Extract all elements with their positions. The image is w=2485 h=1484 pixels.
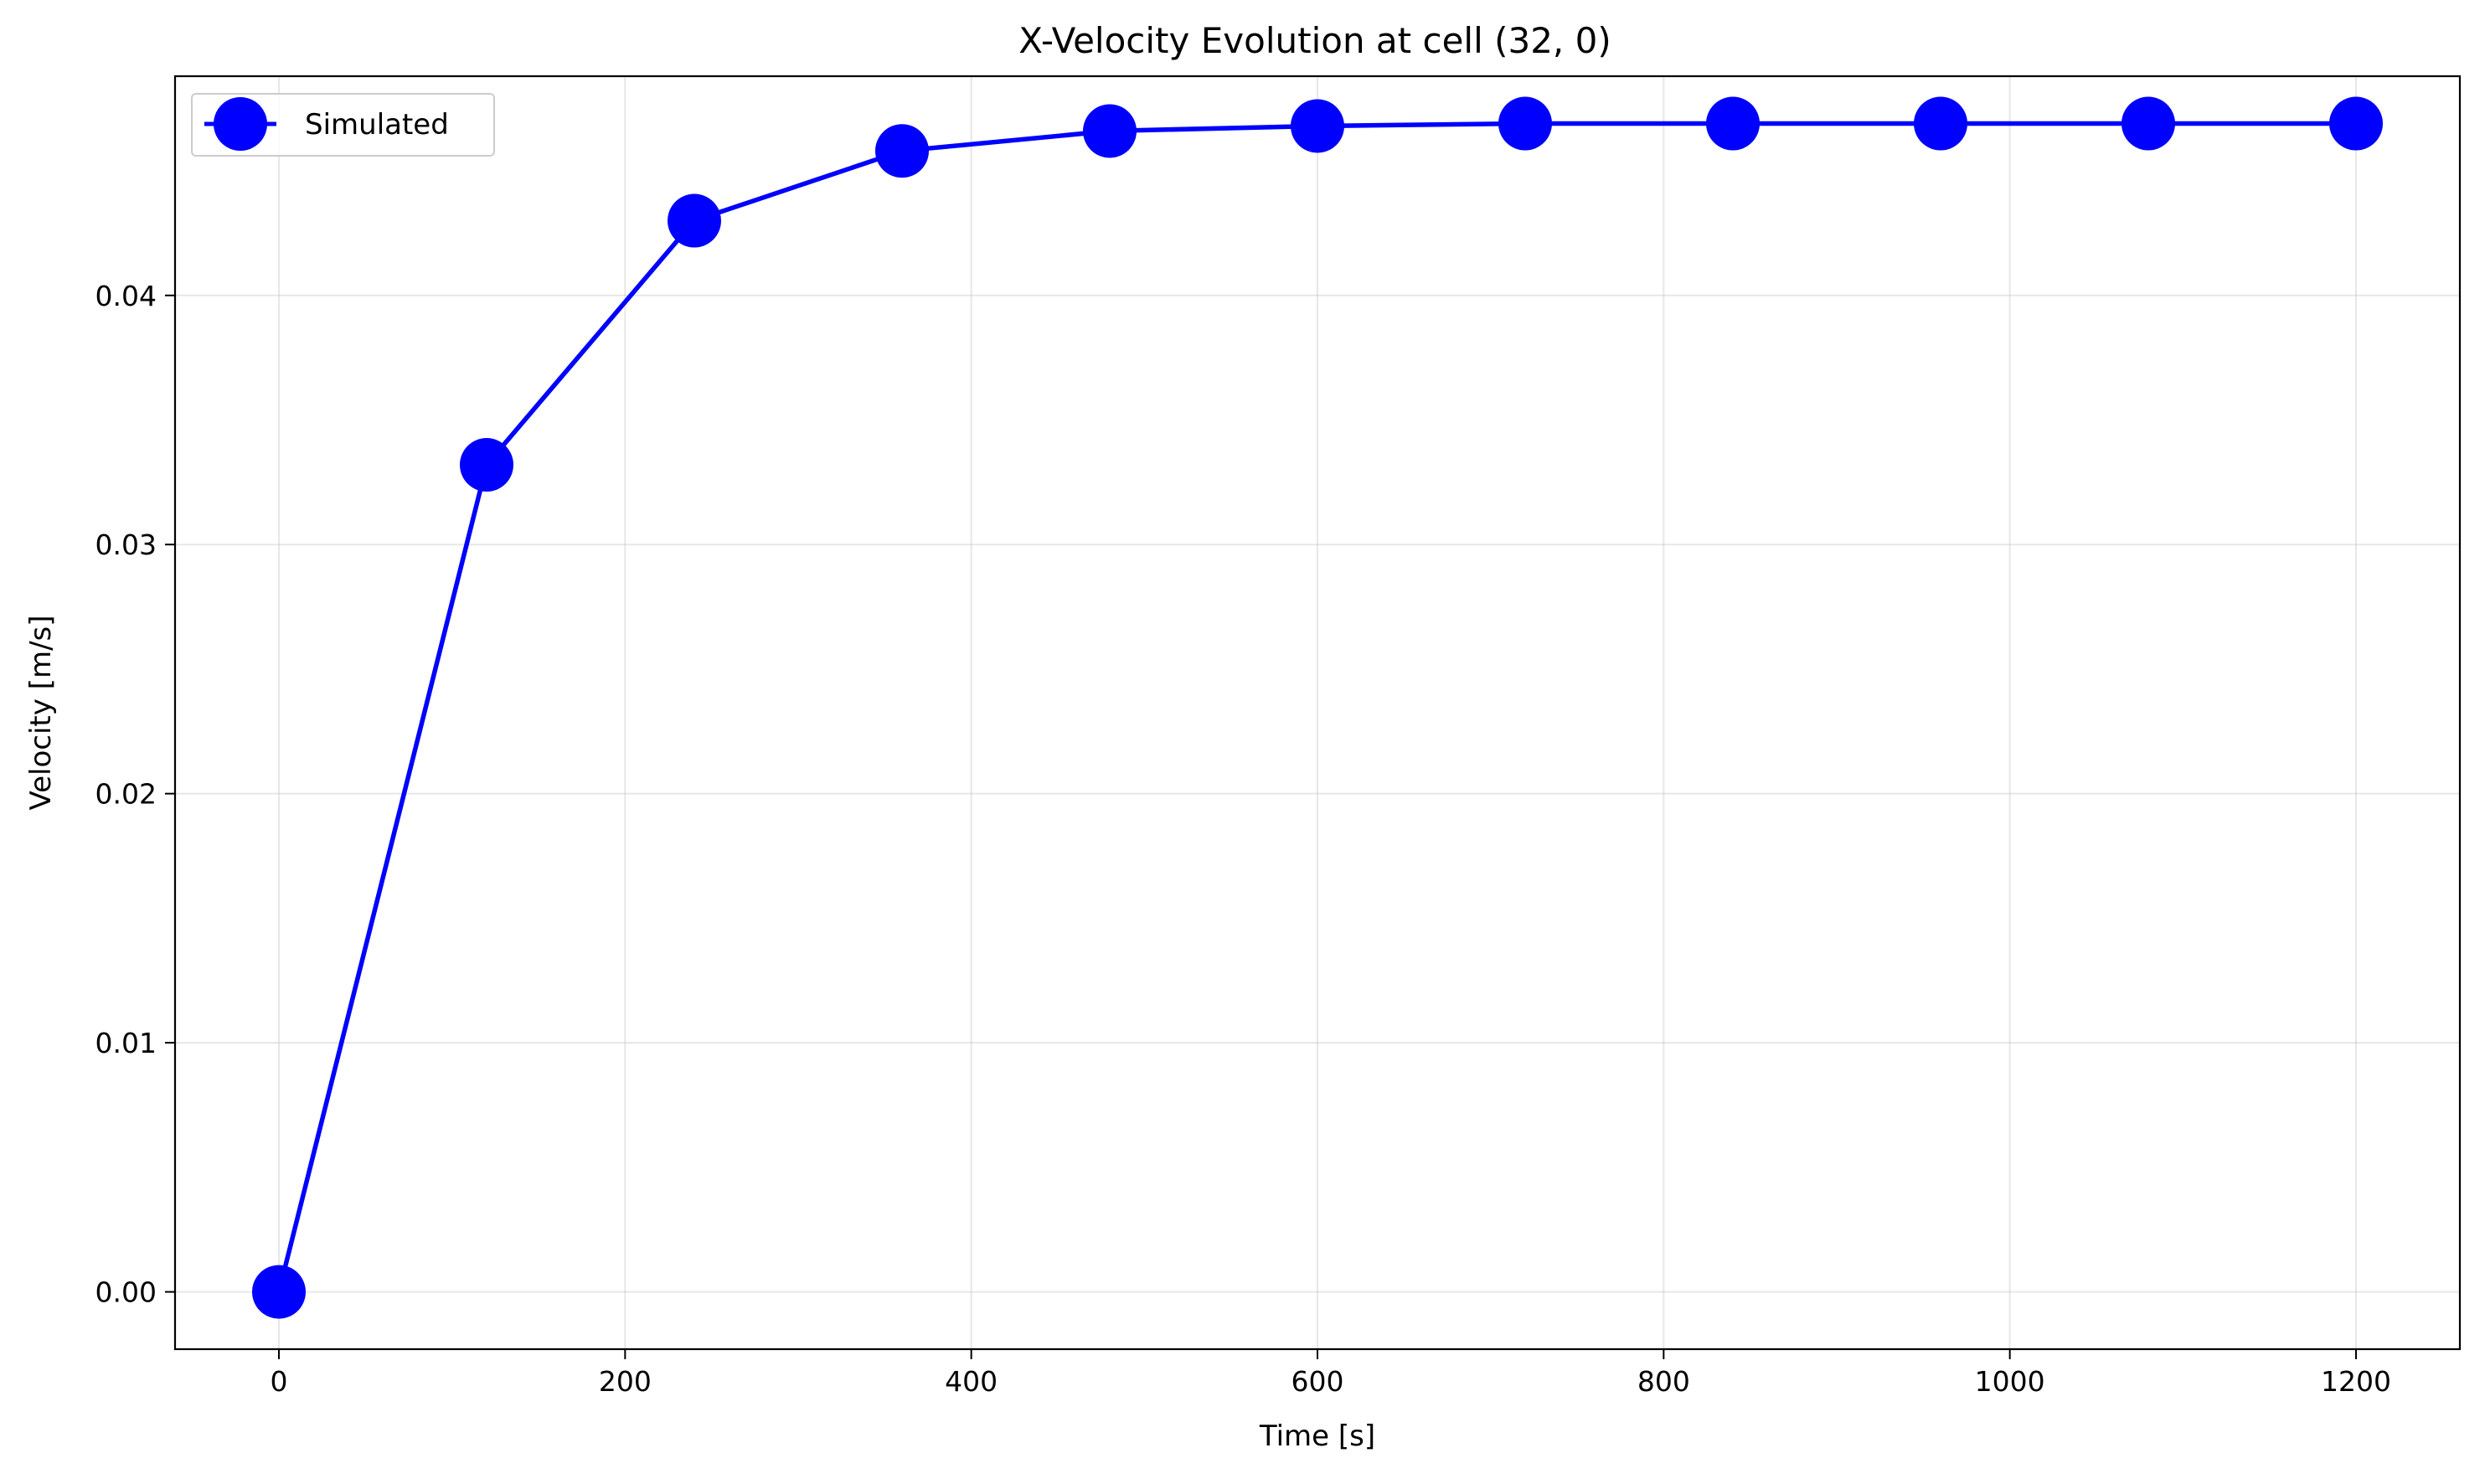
series-layer [252, 96, 2383, 1319]
x-tick-label: 0 [271, 1365, 288, 1398]
data-point [1291, 99, 1344, 153]
grid-lines [175, 76, 2460, 1349]
x-tick-label: 400 [945, 1365, 998, 1398]
data-point [2122, 96, 2175, 151]
x-axis-ticks: 0 200 400 600 800 1000 1200 [271, 1349, 2391, 1398]
y-tick-label: 0.03 [95, 528, 157, 561]
legend: Simulated [191, 93, 495, 157]
x-tick-label: 1000 [1975, 1365, 2045, 1398]
data-point [1498, 96, 1552, 151]
x-tick-label: 200 [599, 1365, 652, 1398]
y-tick-label: 0.04 [95, 280, 157, 312]
data-point [2329, 96, 2383, 151]
x-tick-label: 1200 [2321, 1365, 2391, 1398]
data-point [460, 438, 513, 492]
legend-marker-swatch [214, 97, 267, 151]
x-tick-label: 600 [1291, 1365, 1344, 1398]
data-point [875, 124, 929, 178]
data-point [252, 1265, 306, 1319]
data-point [1706, 96, 1760, 151]
y-tick-label: 0.02 [95, 778, 157, 811]
data-point [1083, 104, 1137, 158]
data-point [668, 193, 721, 248]
x-tick-label: 800 [1637, 1365, 1690, 1398]
data-point [1914, 96, 1967, 151]
y-axis-label: Velocity [m/s] [24, 615, 58, 810]
x-axis-label: Time [s] [1259, 1420, 1375, 1453]
y-tick-label: 0.00 [95, 1276, 157, 1309]
legend-label-simulated: Simulated [305, 108, 449, 142]
chart-title: X-Velocity Evolution at cell (32, 0) [1018, 20, 1611, 61]
y-axis-ticks: 0.00 0.01 0.02 0.03 0.04 [95, 280, 175, 1309]
y-tick-label: 0.01 [95, 1027, 157, 1059]
legend-box [191, 93, 495, 157]
